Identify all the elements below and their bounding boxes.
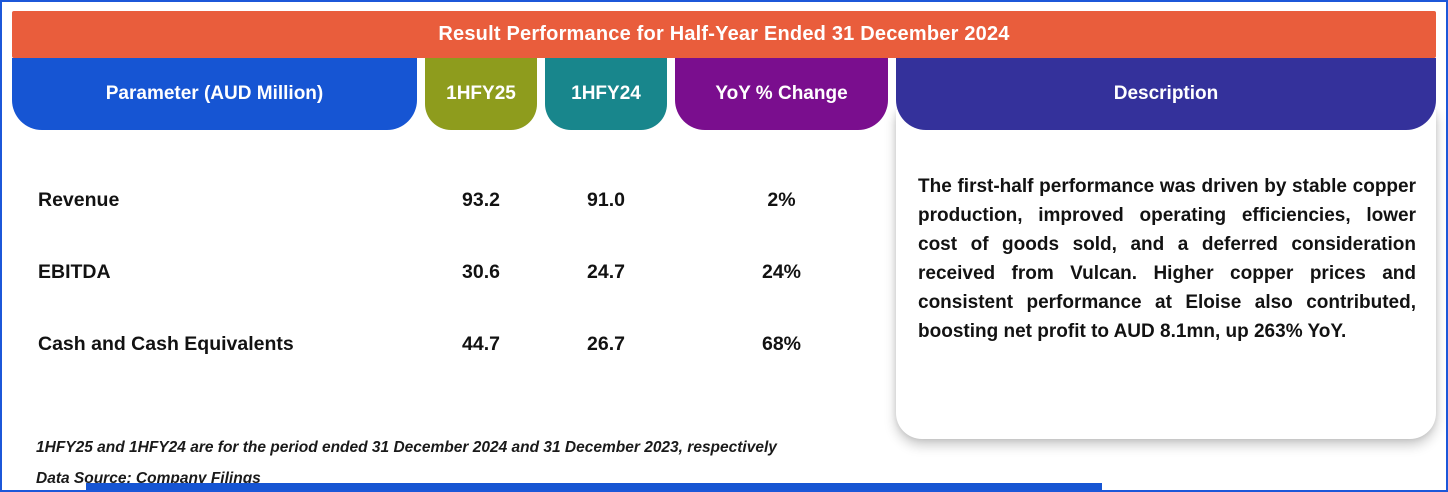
footnotes: 1HFY25 and 1HFY24 are for the period end… xyxy=(36,432,888,490)
value-cell: 26.7 xyxy=(587,332,625,355)
header-row-spacer xyxy=(12,130,888,164)
value-cell: 93.2 xyxy=(462,188,500,211)
description-text: The first-half performance was driven by… xyxy=(918,176,1416,342)
value-cell: 30.6 xyxy=(462,260,500,283)
column-header-yoy-change: YoY % Change xyxy=(675,58,888,130)
column-header-label: 1HFY25 xyxy=(446,83,516,104)
table-area: Parameter (AUD Million) 1HFY25 1HFY24 Yo… xyxy=(12,58,888,490)
column-header-description: Description xyxy=(896,58,1436,130)
bottom-accent-strip xyxy=(86,483,1102,490)
value-cell: 91.0 xyxy=(587,188,625,211)
value-cell: 24% xyxy=(761,260,802,283)
column-header-label: 1HFY24 xyxy=(571,83,641,104)
value-cell: 44.7 xyxy=(462,332,500,355)
value-cell: 68% xyxy=(761,332,802,355)
param-cell-revenue: Revenue xyxy=(38,188,120,211)
column-header-label: Parameter (AUD Million) xyxy=(105,83,324,104)
content-area: Parameter (AUD Million) 1HFY25 1HFY24 Yo… xyxy=(2,58,1446,490)
column-header-label: YoY % Change xyxy=(715,83,848,104)
value-cell: 24.7 xyxy=(587,260,625,283)
title-banner: Result Performance for Half-Year Ended 3… xyxy=(12,11,1436,58)
param-cell-cash: Cash and Cash Equivalents xyxy=(38,332,294,355)
column-header-parameter: Parameter (AUD Million) xyxy=(12,58,417,130)
footnote-period: 1HFY25 and 1HFY24 are for the period end… xyxy=(36,439,777,456)
column-header-1hfy24: 1HFY24 xyxy=(545,58,667,130)
description-area: Description The first-half performance w… xyxy=(896,58,1436,439)
page-title: Result Performance for Half-Year Ended 3… xyxy=(438,23,1010,45)
footnote-source: Data Source: Company Filings xyxy=(36,470,261,487)
column-header-label: Description xyxy=(1113,83,1219,104)
description-card: The first-half performance was driven by… xyxy=(896,110,1436,439)
value-cell: 2% xyxy=(767,188,796,211)
column-header-1hfy25: 1HFY25 xyxy=(425,58,537,130)
data-table: Parameter (AUD Million) 1HFY25 1HFY24 Yo… xyxy=(12,58,888,380)
param-cell-ebitda: EBITDA xyxy=(38,260,111,283)
